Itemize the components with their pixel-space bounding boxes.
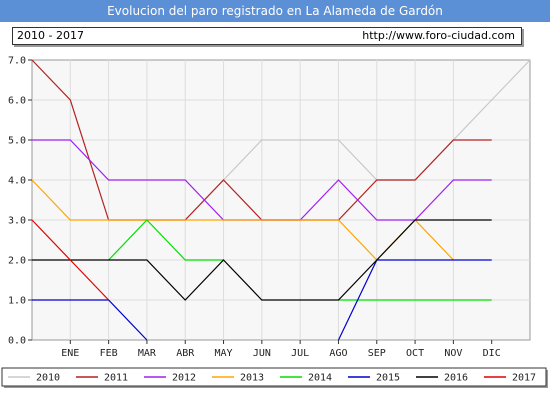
x-tick-label: JUN [253,348,271,359]
info-box: 2010 - 2017 http://www.foro-ciudad.com [12,27,522,45]
legend: 2010 2011 2012 2013 2014 2015 2016 2017 [1,367,548,388]
y-tick-label: 0.0 [8,336,26,347]
legend-label: 2012 [172,373,196,384]
legend-label: 2014 [308,373,332,384]
series-line-2010 [184,59,531,221]
y-tick-label: 7.0 [8,56,26,67]
series-line-2014 [108,219,224,261]
legend-label: 2016 [444,373,468,384]
x-tick-label: FEB [100,348,118,359]
legend-label: 2011 [104,373,128,384]
x-tick-label: MAR [138,348,157,359]
legend-label: 2013 [240,373,264,384]
x-tick-label: OCT [406,348,424,359]
x-tick-label: MAY [215,348,233,359]
x-tick-label: NOV [444,348,462,359]
x-tick-label: ENE [61,348,79,359]
y-tick-label: 5.0 [8,136,26,147]
y-tick-label: 4.0 [8,176,26,187]
legend-label: 2017 [512,373,536,384]
y-tick-label: 2.0 [8,256,26,267]
x-tick-label: ABR [176,348,195,359]
period-label: 2010 - 2017 [17,29,84,42]
legend-label: 2010 [36,373,60,384]
series-lines [31,59,531,341]
x-tick-label: AGO [329,348,347,359]
series-line-2016 [32,219,492,301]
plot-area [31,59,531,341]
legend-label: 2015 [376,373,400,384]
x-tick-label: JUL [291,348,309,359]
axes: 0.0 1.0 2.0 3.0 4.0 5.0 6.0 7.0 ENE FEB MAR ABR MAY J… [8,56,501,360]
series-line-2017 [31,219,110,301]
source-url: http://www.foro-ciudad.com [362,29,515,42]
series-line-2015 [337,259,492,341]
legend-box [1,367,547,387]
chart-title: Evolucion del paro registrado en La Alam… [0,0,550,22]
x-tick-label: SEP [368,348,386,359]
y-tick-label: 6.0 [8,96,26,107]
x-tick-label: DIC [483,348,501,359]
series-line-2015 [32,299,148,341]
y-tick-label: 3.0 [8,216,26,227]
y-tick-label: 1.0 [8,296,26,307]
